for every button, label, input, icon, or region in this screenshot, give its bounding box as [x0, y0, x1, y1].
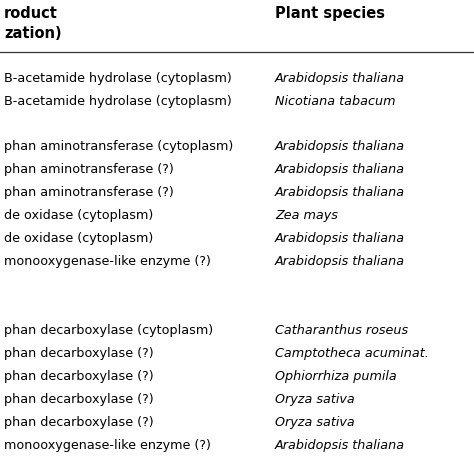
Text: Plant species: Plant species — [275, 6, 385, 21]
Text: Nicotiana tabacum: Nicotiana tabacum — [275, 95, 395, 108]
Text: monooxygenase-like enzyme (?): monooxygenase-like enzyme (?) — [4, 439, 211, 452]
Text: phan decarboxylase (?): phan decarboxylase (?) — [4, 370, 154, 383]
Text: phan decarboxylase (?): phan decarboxylase (?) — [4, 416, 154, 429]
Text: B-acetamide hydrolase (cytoplasm): B-acetamide hydrolase (cytoplasm) — [4, 72, 232, 85]
Text: Arabidopsis thaliana: Arabidopsis thaliana — [275, 163, 405, 176]
Text: phan decarboxylase (?): phan decarboxylase (?) — [4, 347, 154, 360]
Text: phan aminotransferase (?): phan aminotransferase (?) — [4, 163, 174, 176]
Text: phan aminotransferase (cytoplasm): phan aminotransferase (cytoplasm) — [4, 140, 233, 153]
Text: phan decarboxylase (cytoplasm): phan decarboxylase (cytoplasm) — [4, 324, 213, 337]
Text: Arabidopsis thaliana: Arabidopsis thaliana — [275, 186, 405, 199]
Text: Arabidopsis thaliana: Arabidopsis thaliana — [275, 439, 405, 452]
Text: de oxidase (cytoplasm): de oxidase (cytoplasm) — [4, 232, 153, 245]
Text: roduct: roduct — [4, 6, 58, 21]
Text: de oxidase (cytoplasm): de oxidase (cytoplasm) — [4, 209, 153, 222]
Text: zation): zation) — [4, 26, 62, 41]
Text: B-acetamide hydrolase (cytoplasm): B-acetamide hydrolase (cytoplasm) — [4, 95, 232, 108]
Text: monooxygenase-like enzyme (?): monooxygenase-like enzyme (?) — [4, 255, 211, 268]
Text: Camptotheca acuminat.: Camptotheca acuminat. — [275, 347, 429, 360]
Text: Oryza sativa: Oryza sativa — [275, 416, 355, 429]
Text: Arabidopsis thaliana: Arabidopsis thaliana — [275, 255, 405, 268]
Text: Arabidopsis thaliana: Arabidopsis thaliana — [275, 140, 405, 153]
Text: Ophiorrhiza pumila: Ophiorrhiza pumila — [275, 370, 397, 383]
Text: phan aminotransferase (?): phan aminotransferase (?) — [4, 186, 174, 199]
Text: Oryza sativa: Oryza sativa — [275, 393, 355, 406]
Text: phan decarboxylase (?): phan decarboxylase (?) — [4, 393, 154, 406]
Text: Zea mays: Zea mays — [275, 209, 338, 222]
Text: Arabidopsis thaliana: Arabidopsis thaliana — [275, 72, 405, 85]
Text: Catharanthus roseus: Catharanthus roseus — [275, 324, 408, 337]
Text: Arabidopsis thaliana: Arabidopsis thaliana — [275, 232, 405, 245]
